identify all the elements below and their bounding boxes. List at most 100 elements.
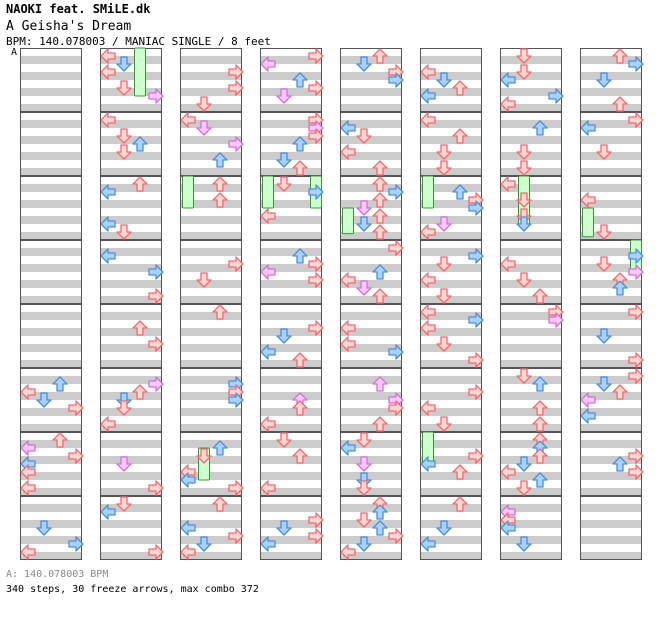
- step-arrow: [468, 448, 484, 464]
- step-arrow: [500, 72, 516, 88]
- step-arrow: [340, 144, 356, 160]
- step-arrow: [628, 368, 644, 384]
- measure: [260, 240, 322, 304]
- step-arrow: [356, 200, 372, 216]
- step-arrow: [468, 352, 484, 368]
- step-arrow: [116, 224, 132, 240]
- step-arrow: [372, 264, 388, 280]
- step-arrow: [420, 320, 436, 336]
- measure: [340, 304, 402, 368]
- measure: [20, 304, 82, 368]
- step-arrow: [436, 416, 452, 432]
- step-arrow: [596, 328, 612, 344]
- step-arrow: [436, 216, 452, 232]
- step-arrow: [436, 256, 452, 272]
- step-arrow: [292, 400, 308, 416]
- step-arrow: [148, 88, 164, 104]
- measure: [260, 496, 322, 560]
- step-arrow: [308, 80, 324, 96]
- step-arrow: [116, 144, 132, 160]
- measure: [100, 176, 162, 240]
- step-arrow: [500, 464, 516, 480]
- step-arrow: [372, 376, 388, 392]
- chart-info: BPM: 140.078003 / MANIAC SINGLE / 8 feet: [6, 35, 271, 48]
- step-arrow: [116, 400, 132, 416]
- step-arrow: [308, 320, 324, 336]
- step-arrow: [292, 160, 308, 176]
- step-arrow: [148, 264, 164, 280]
- measure: [580, 48, 642, 112]
- step-arrow: [228, 392, 244, 408]
- step-arrow: [260, 416, 276, 432]
- step-arrow: [260, 56, 276, 72]
- measure: [340, 112, 402, 176]
- step-arrow: [372, 520, 388, 536]
- step-arrow: [100, 112, 116, 128]
- step-arrow: [628, 248, 644, 264]
- step-arrow: [180, 520, 196, 536]
- step-arrow: [52, 432, 68, 448]
- step-arrow: [628, 448, 644, 464]
- step-arrow: [100, 416, 116, 432]
- step-arrow: [100, 248, 116, 264]
- step-arrow: [436, 336, 452, 352]
- step-arrow: [340, 440, 356, 456]
- step-arrow: [500, 512, 516, 528]
- freeze-arrow: [582, 207, 594, 238]
- step-arrow: [516, 216, 532, 232]
- step-arrow: [212, 176, 228, 192]
- measure: [180, 48, 242, 112]
- step-arrow: [116, 56, 132, 72]
- step-arrow: [532, 400, 548, 416]
- measure: [500, 48, 562, 112]
- measure: [260, 432, 322, 496]
- step-arrow: [372, 160, 388, 176]
- step-arrow: [292, 352, 308, 368]
- step-arrow: [436, 160, 452, 176]
- step-arrow: [388, 344, 404, 360]
- freeze-arrow: [342, 207, 354, 235]
- step-arrow: [148, 544, 164, 560]
- step-arrow: [212, 192, 228, 208]
- step-arrow: [100, 48, 116, 64]
- step-arrow: [148, 480, 164, 496]
- step-arrow: [36, 520, 52, 536]
- step-arrow: [532, 376, 548, 392]
- step-arrow: [20, 384, 36, 400]
- step-arrow: [148, 376, 164, 392]
- step-arrow: [516, 456, 532, 472]
- step-arrow: [228, 64, 244, 80]
- step-arrow: [356, 432, 372, 448]
- step-arrow: [292, 248, 308, 264]
- step-arrow: [452, 128, 468, 144]
- step-arrow: [420, 224, 436, 240]
- step-arrow: [116, 456, 132, 472]
- step-arrow: [532, 448, 548, 464]
- step-arrow: [420, 304, 436, 320]
- measure: [20, 48, 82, 112]
- step-arrow: [500, 256, 516, 272]
- measure: [180, 240, 242, 304]
- step-arrow: [372, 288, 388, 304]
- step-arrow: [516, 536, 532, 552]
- step-arrow: [116, 80, 132, 96]
- step-arrow: [260, 480, 276, 496]
- step-arrow: [356, 512, 372, 528]
- step-arrow: [180, 472, 196, 488]
- step-arrow: [628, 304, 644, 320]
- step-arrow: [388, 400, 404, 416]
- section-marker: A: [11, 47, 18, 58]
- measure: [20, 112, 82, 176]
- step-arrow: [100, 64, 116, 80]
- step-arrow: [628, 352, 644, 368]
- step-arrow: [548, 88, 564, 104]
- step-arrow: [116, 128, 132, 144]
- step-arrow: [516, 368, 532, 384]
- step-arrow: [20, 544, 36, 560]
- step-arrow: [596, 72, 612, 88]
- step-arrow: [532, 416, 548, 432]
- step-arrow: [452, 464, 468, 480]
- step-arrow: [340, 336, 356, 352]
- step-arrow: [356, 128, 372, 144]
- step-arrow: [356, 480, 372, 496]
